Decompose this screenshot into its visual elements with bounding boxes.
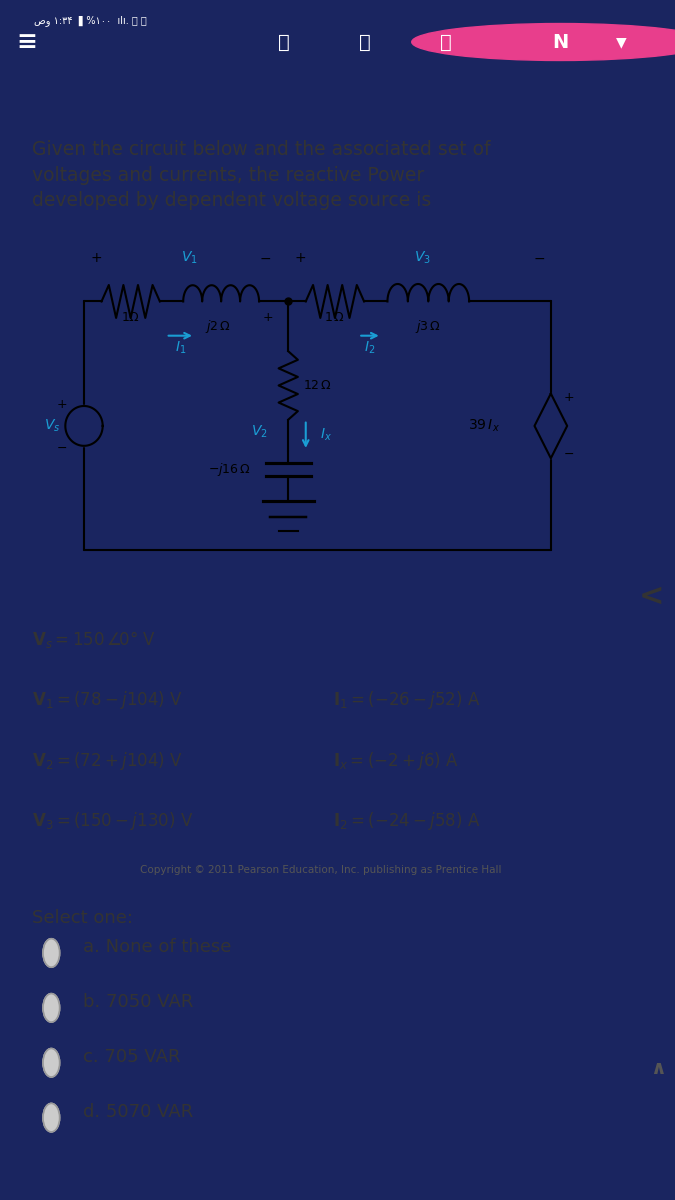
Text: $\mathbf{V}_{s} = 150\,\angle\!0°\text{ V}$: $\mathbf{V}_{s} = 150\,\angle\!0°\text{ … bbox=[32, 629, 156, 650]
Text: $I_2$: $I_2$ bbox=[364, 340, 375, 356]
Circle shape bbox=[43, 1103, 59, 1132]
Point bbox=[283, 292, 294, 311]
Text: N: N bbox=[552, 32, 568, 52]
Text: <: < bbox=[639, 582, 664, 611]
Text: Select one:: Select one: bbox=[32, 910, 133, 928]
Text: $-$: $-$ bbox=[259, 251, 271, 265]
Text: $1\,\Omega$: $1\,\Omega$ bbox=[325, 311, 346, 324]
Text: $+$: $+$ bbox=[294, 251, 306, 265]
Text: $V_s$: $V_s$ bbox=[44, 418, 60, 434]
Text: $+$: $+$ bbox=[90, 251, 102, 265]
Text: Copyright © 2011 Pearson Education, Inc. publishing as Prentice Hall: Copyright © 2011 Pearson Education, Inc.… bbox=[140, 865, 502, 875]
Circle shape bbox=[43, 938, 59, 967]
Text: $39\,I_x$: $39\,I_x$ bbox=[468, 418, 500, 434]
Text: $V_3$: $V_3$ bbox=[414, 250, 431, 266]
Text: c. 705 VAR: c. 705 VAR bbox=[83, 1049, 181, 1067]
Text: $+$: $+$ bbox=[563, 391, 574, 404]
Text: 🔔: 🔔 bbox=[358, 32, 371, 52]
Text: $j3\,\Omega$: $j3\,\Omega$ bbox=[415, 318, 441, 335]
Text: ≡: ≡ bbox=[16, 30, 38, 54]
Text: $+$: $+$ bbox=[56, 397, 68, 410]
Text: $-j16\,\Omega$: $-j16\,\Omega$ bbox=[209, 461, 251, 478]
Text: Given the circuit below and the associated set of: Given the circuit below and the associat… bbox=[32, 140, 491, 160]
Text: b. 7050 VAR: b. 7050 VAR bbox=[83, 994, 194, 1012]
Text: $V_2$: $V_2$ bbox=[250, 424, 267, 440]
Text: ▼: ▼ bbox=[616, 35, 626, 49]
Text: $j2\,\Omega$: $j2\,\Omega$ bbox=[205, 318, 232, 335]
Text: $I_1$: $I_1$ bbox=[175, 340, 186, 356]
Text: 💬: 💬 bbox=[439, 32, 452, 52]
Text: developed by dependent voltage source is: developed by dependent voltage source is bbox=[32, 191, 431, 210]
Text: ∧: ∧ bbox=[650, 1058, 666, 1078]
Text: $+$: $+$ bbox=[262, 311, 273, 324]
Text: $-$: $-$ bbox=[563, 448, 574, 461]
Text: d. 5070 VAR: d. 5070 VAR bbox=[83, 1103, 194, 1121]
Text: $\mathbf{V}_{3} = (150 - j130)\text{ V}$: $\mathbf{V}_{3} = (150 - j130)\text{ V}$ bbox=[32, 810, 194, 833]
Text: $\mathbf{I}_{x} = (-2 + j6)\text{ A}$: $\mathbf{I}_{x} = (-2 + j6)\text{ A}$ bbox=[333, 750, 459, 772]
Text: $12\,\Omega$: $12\,\Omega$ bbox=[303, 379, 332, 392]
Circle shape bbox=[412, 24, 675, 60]
Text: $V_1$: $V_1$ bbox=[181, 250, 197, 266]
Text: a. None of these: a. None of these bbox=[83, 938, 232, 956]
Text: $I_x$: $I_x$ bbox=[320, 427, 332, 444]
Text: $\mathbf{I}_{2} = (-24 - j58)\text{ A}$: $\mathbf{I}_{2} = (-24 - j58)\text{ A}$ bbox=[333, 810, 481, 833]
Circle shape bbox=[43, 1049, 59, 1078]
Text: 🔍: 🔍 bbox=[277, 32, 290, 52]
Text: $\mathbf{V}_{1} = (78 - j104)\text{ V}$: $\mathbf{V}_{1} = (78 - j104)\text{ V}$ bbox=[32, 690, 183, 712]
Text: $-$: $-$ bbox=[56, 442, 68, 454]
Text: $\mathbf{I}_{1} = (-26 - j52)\text{ A}$: $\mathbf{I}_{1} = (-26 - j52)\text{ A}$ bbox=[333, 690, 481, 712]
Text: $-$: $-$ bbox=[533, 251, 545, 265]
Text: voltages and currents, the reactive Power: voltages and currents, the reactive Powe… bbox=[32, 166, 425, 185]
Circle shape bbox=[43, 994, 59, 1022]
Text: صو ۱:۳۴  ▌%۱۰۰  ılı. 奈 ᯤ: صو ۱:۳۴ ▌%۱۰۰ ılı. 奈 ᯤ bbox=[34, 16, 146, 26]
Text: $\mathbf{V}_{2} = (72 + j104)\text{ V}$: $\mathbf{V}_{2} = (72 + j104)\text{ V}$ bbox=[32, 750, 183, 772]
Text: $1\Omega$: $1\Omega$ bbox=[121, 311, 140, 324]
